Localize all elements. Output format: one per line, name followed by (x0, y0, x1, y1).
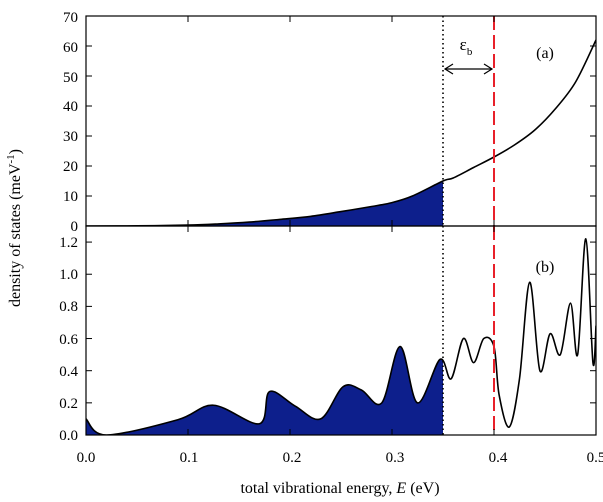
x-tick-label: 0.3 (386, 450, 405, 466)
arrow-head-right (483, 63, 494, 75)
y-axis-label: density of states (meV-1) (5, 149, 24, 307)
panel-a-label: (a) (536, 45, 554, 62)
x-axis-label: total vibrational energy, E (eV) (240, 480, 439, 497)
y-tick-label: 0.8 (59, 299, 78, 315)
epsilon-b-label: εb (460, 35, 473, 58)
y-tick-label: 70 (63, 10, 78, 26)
shaded-area (86, 181, 443, 226)
y-tick-label: 50 (63, 70, 78, 86)
y-tick-label: 1.0 (59, 267, 78, 283)
y-tick-labels-a: 0 10 20 30 40 50 60 70 (63, 10, 78, 235)
y-tick-label: 0.6 (59, 332, 78, 348)
y-tick-label: 0.0 (59, 428, 78, 444)
x-tick-label: 0.0 (77, 450, 96, 466)
plot-frame (85, 225, 597, 436)
y-tick-label: 10 (63, 189, 78, 205)
panel-a (85, 15, 597, 227)
x-tick-label: 0.2 (283, 450, 302, 466)
x-tick-label: 0.4 (489, 450, 508, 466)
arrow-head-left (443, 63, 454, 75)
plot-frame (85, 15, 597, 227)
x-tick-label: 0.5 (587, 450, 603, 466)
y-tick-labels-b: 0.0 0.2 0.4 0.6 0.8 1.0 1.2 (59, 235, 78, 444)
epsilon-b-arrow (443, 63, 494, 75)
panel-b-label: (b) (536, 259, 555, 276)
y-tick-label: 0.4 (59, 364, 78, 380)
y-tick-label: 20 (63, 159, 78, 175)
y-tick-label: 30 (63, 129, 78, 145)
shaded-area (86, 346, 443, 435)
dos-curve (86, 238, 596, 435)
x-tick-labels: 0.0 0.1 0.2 0.3 0.4 0.5 (77, 450, 603, 466)
y-tick-label: 60 (63, 40, 78, 56)
x-tick-label: 0.1 (180, 450, 199, 466)
y-tick-label: 0.2 (59, 396, 78, 412)
y-tick-label: 40 (63, 99, 78, 115)
y-tick-label: 0 (71, 219, 79, 235)
dos-curve (86, 39, 596, 226)
panel-b (85, 225, 597, 436)
y-tick-label: 1.2 (59, 235, 78, 251)
